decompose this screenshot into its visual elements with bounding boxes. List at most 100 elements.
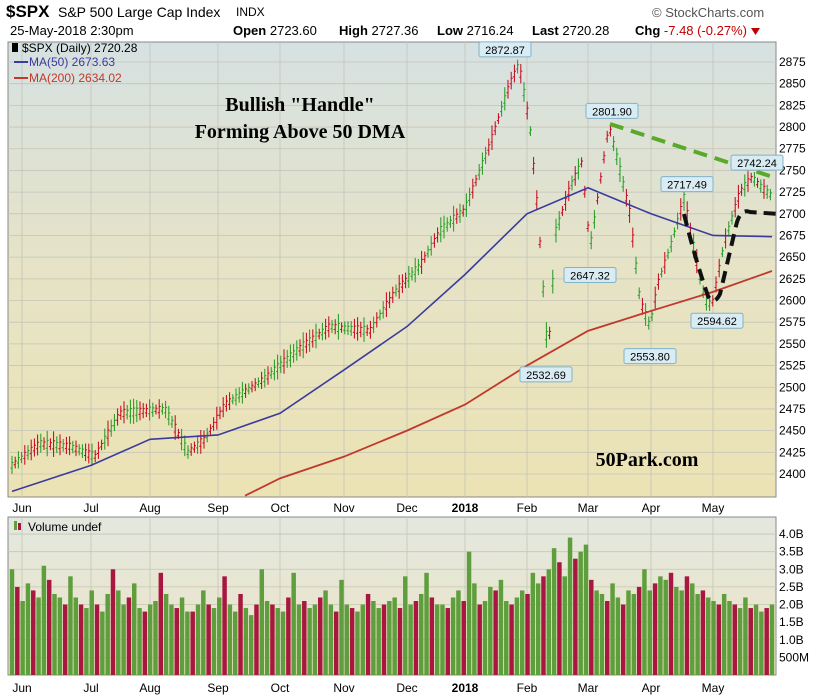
volume-bar (753, 604, 759, 675)
volume-bar (700, 590, 706, 675)
volume-bar (312, 604, 318, 675)
price-gridlines (8, 42, 776, 497)
low-label: Low (437, 23, 463, 38)
high-value: 2727.36 (371, 23, 419, 38)
callout-label: 2717.49 (667, 180, 707, 192)
price-y-tick: 2600 (779, 294, 806, 308)
legend-ma200: MA(200) 2634.02 (29, 71, 122, 85)
volume-x-tick: Sep (207, 681, 229, 695)
annotation-title-line1: Bullish "Handle" (225, 94, 374, 116)
volume-bar (100, 611, 105, 675)
price-y-tick: 2500 (779, 380, 806, 394)
volume-bar (201, 590, 206, 675)
volume-bar (323, 590, 328, 675)
volume-y-axis: 500M 1.0B 1.5B 2.0B 2.5B 3.0B 3.5B 4.0B (779, 527, 809, 664)
index-name: S&P 500 Large Cap Index (58, 4, 221, 20)
volume-bar (440, 604, 445, 675)
volume-bar (578, 551, 583, 675)
callout-box (563, 266, 617, 283)
volume-bar (599, 593, 605, 675)
volume-bar (9, 569, 15, 675)
callout-label: 2594.62 (697, 316, 737, 328)
volume-bar (52, 593, 57, 675)
volume-bar (206, 604, 211, 675)
exchange-label: INDX (236, 5, 265, 19)
volume-bar (684, 576, 690, 675)
price-x-tick: Oct (271, 501, 290, 515)
volume-bar (493, 590, 498, 675)
price-y-tick: 2525 (779, 359, 806, 373)
volume-bar (227, 604, 233, 675)
volume-bar (94, 604, 100, 675)
volume-bar (541, 576, 546, 675)
volume-bar (626, 590, 631, 675)
price-y-tick: 2825 (779, 98, 806, 112)
volume-bar (318, 597, 323, 675)
volume-bar (286, 597, 291, 675)
volume-bar (142, 611, 148, 675)
volume-bar (695, 593, 700, 675)
volume-bar (158, 572, 164, 675)
volume-y-tick: 2.5B (779, 580, 804, 594)
ma50-line (11, 186, 773, 493)
callout-box (660, 176, 714, 193)
volume-bar (737, 608, 743, 675)
volume-bar (302, 601, 307, 675)
volume-bar (514, 597, 520, 675)
price-y-tick: 2425 (779, 445, 806, 459)
price-y-tick: 2550 (779, 337, 806, 351)
low-quote: Low 2716.24 (437, 23, 514, 38)
volume-bar (307, 608, 312, 675)
volume-icon-b (18, 523, 21, 530)
price-y-tick: 2750 (779, 163, 806, 177)
volume-bar (498, 579, 504, 675)
volume-bar (716, 604, 722, 675)
price-panel (7, 41, 777, 498)
volume-bar (732, 604, 738, 675)
volume-bar (381, 604, 387, 675)
volume-bar (147, 604, 153, 675)
volume-bar (434, 604, 440, 675)
volume-bar (551, 548, 557, 675)
volume-bar (519, 590, 525, 675)
volume-bar (557, 562, 562, 675)
price-y-tick: 2850 (779, 77, 806, 91)
price-y-axis: 2400 2425 2450 2475 2500 2525 2550 2575 2600 2625… (779, 55, 806, 481)
price-x-tick: 2018 (452, 501, 479, 515)
price-y-tick: 2475 (779, 402, 806, 416)
price-x-tick: Jul (83, 501, 98, 515)
price-y-tick: 2675 (779, 228, 806, 242)
high-quote: High 2727.36 (339, 23, 419, 38)
volume-bar (132, 583, 137, 675)
callout-box (519, 366, 573, 383)
volume-bar (636, 586, 642, 675)
volume-bar (663, 579, 668, 675)
volume-bar (333, 611, 339, 675)
bar-icon (12, 43, 18, 52)
volume-legend-label: Volume undef (28, 520, 102, 534)
volume-bar (668, 572, 674, 675)
open-label: Open (233, 23, 267, 38)
volume-bar (429, 597, 435, 675)
volume-bar (605, 601, 610, 675)
volume-bar (20, 601, 25, 675)
volume-legend: Volume undef (14, 520, 102, 534)
volume-icon-a (14, 521, 17, 530)
price-x-tick: Dec (396, 501, 417, 515)
volume-bar (365, 593, 371, 675)
annotation-title-line2: Forming Above 50 DMA (195, 121, 406, 143)
volume-bar (642, 569, 647, 675)
volume-bar (461, 601, 466, 675)
volume-bar (721, 593, 727, 675)
brand-link[interactable]: © StockCharts.com (652, 5, 765, 20)
price-callouts: 2872.87 2801.90 2742.24 2717.49 2647.32 2594.… (478, 41, 784, 383)
volume-bar (264, 601, 270, 675)
last-value: 2720.28 (562, 23, 610, 38)
callout-label: 2742.24 (737, 158, 777, 170)
volume-bar (764, 608, 769, 675)
volume-bar (222, 576, 227, 675)
volume-bar (137, 608, 142, 675)
volume-x-tick: May (702, 681, 725, 695)
volume-bar (573, 558, 578, 675)
price-y-tick: 2400 (779, 467, 806, 481)
